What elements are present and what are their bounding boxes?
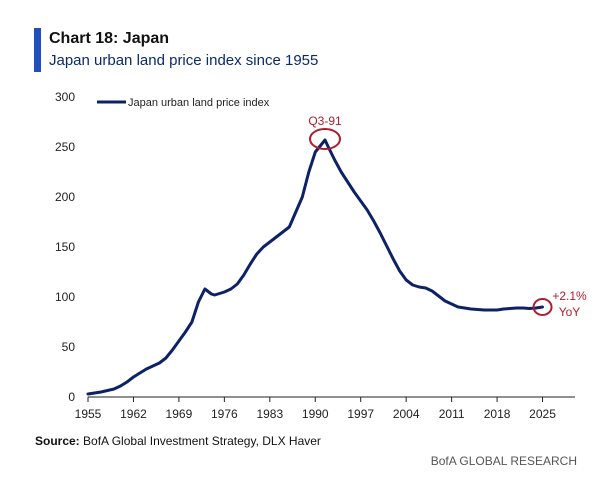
x-tick-label: 2004 <box>393 407 420 421</box>
chart-subtitle: Japan urban land price index since 1955 <box>49 52 319 69</box>
y-tick-label: 150 <box>55 240 75 254</box>
latest-annotation-change: +2.1% <box>552 289 587 303</box>
x-tick-label: 1955 <box>75 407 102 421</box>
x-tick-label: 2025 <box>529 407 556 421</box>
y-tick-label: 250 <box>55 140 75 154</box>
y-tick-label: 100 <box>55 290 75 304</box>
source-label: Source: <box>35 434 80 448</box>
x-tick-label: 1976 <box>211 407 238 421</box>
source-text: BofA Global Investment Strategy, DLX Hav… <box>83 434 321 448</box>
x-axis-ticks: 1955 1962 1969 1976 1983 1990 1997 2004 2011 2018… <box>75 397 556 421</box>
x-tick-label: 1962 <box>120 407 147 421</box>
peak-annotation-label: Q3-91 <box>308 114 342 128</box>
y-axis-ticks: 0 50 100 150 200 250 300 <box>55 90 75 404</box>
peak-highlight-circle <box>309 128 342 150</box>
legend-label: Japan urban land price index <box>128 97 270 109</box>
y-tick-label: 0 <box>68 390 75 404</box>
y-tick-label: 50 <box>62 340 76 354</box>
series-line-land-price-index <box>86 138 544 396</box>
y-tick-label: 200 <box>55 190 75 204</box>
x-tick-label: 1997 <box>347 407 374 421</box>
y-tick-label: 300 <box>55 90 75 104</box>
x-tick-label: 1990 <box>302 407 329 421</box>
legend: Japan urban land price index <box>97 97 270 109</box>
annotations: Q3-91 +2.1% YoY <box>308 114 587 319</box>
x-tick-label: 2011 <box>439 407 465 421</box>
x-tick-label: 1969 <box>166 407 193 421</box>
chart-title: Chart 18: Japan <box>49 30 170 47</box>
brand-footer: BofA GLOBAL RESEARCH <box>430 454 577 468</box>
latest-highlight-circle <box>532 298 553 316</box>
x-tick-label: 1983 <box>256 407 283 421</box>
title-accent-bar <box>34 28 41 72</box>
x-tick-label: 2018 <box>484 407 511 421</box>
source-note: Source: BofA Global Investment Strategy,… <box>35 434 321 448</box>
latest-annotation-yoy: YoY <box>559 305 581 319</box>
